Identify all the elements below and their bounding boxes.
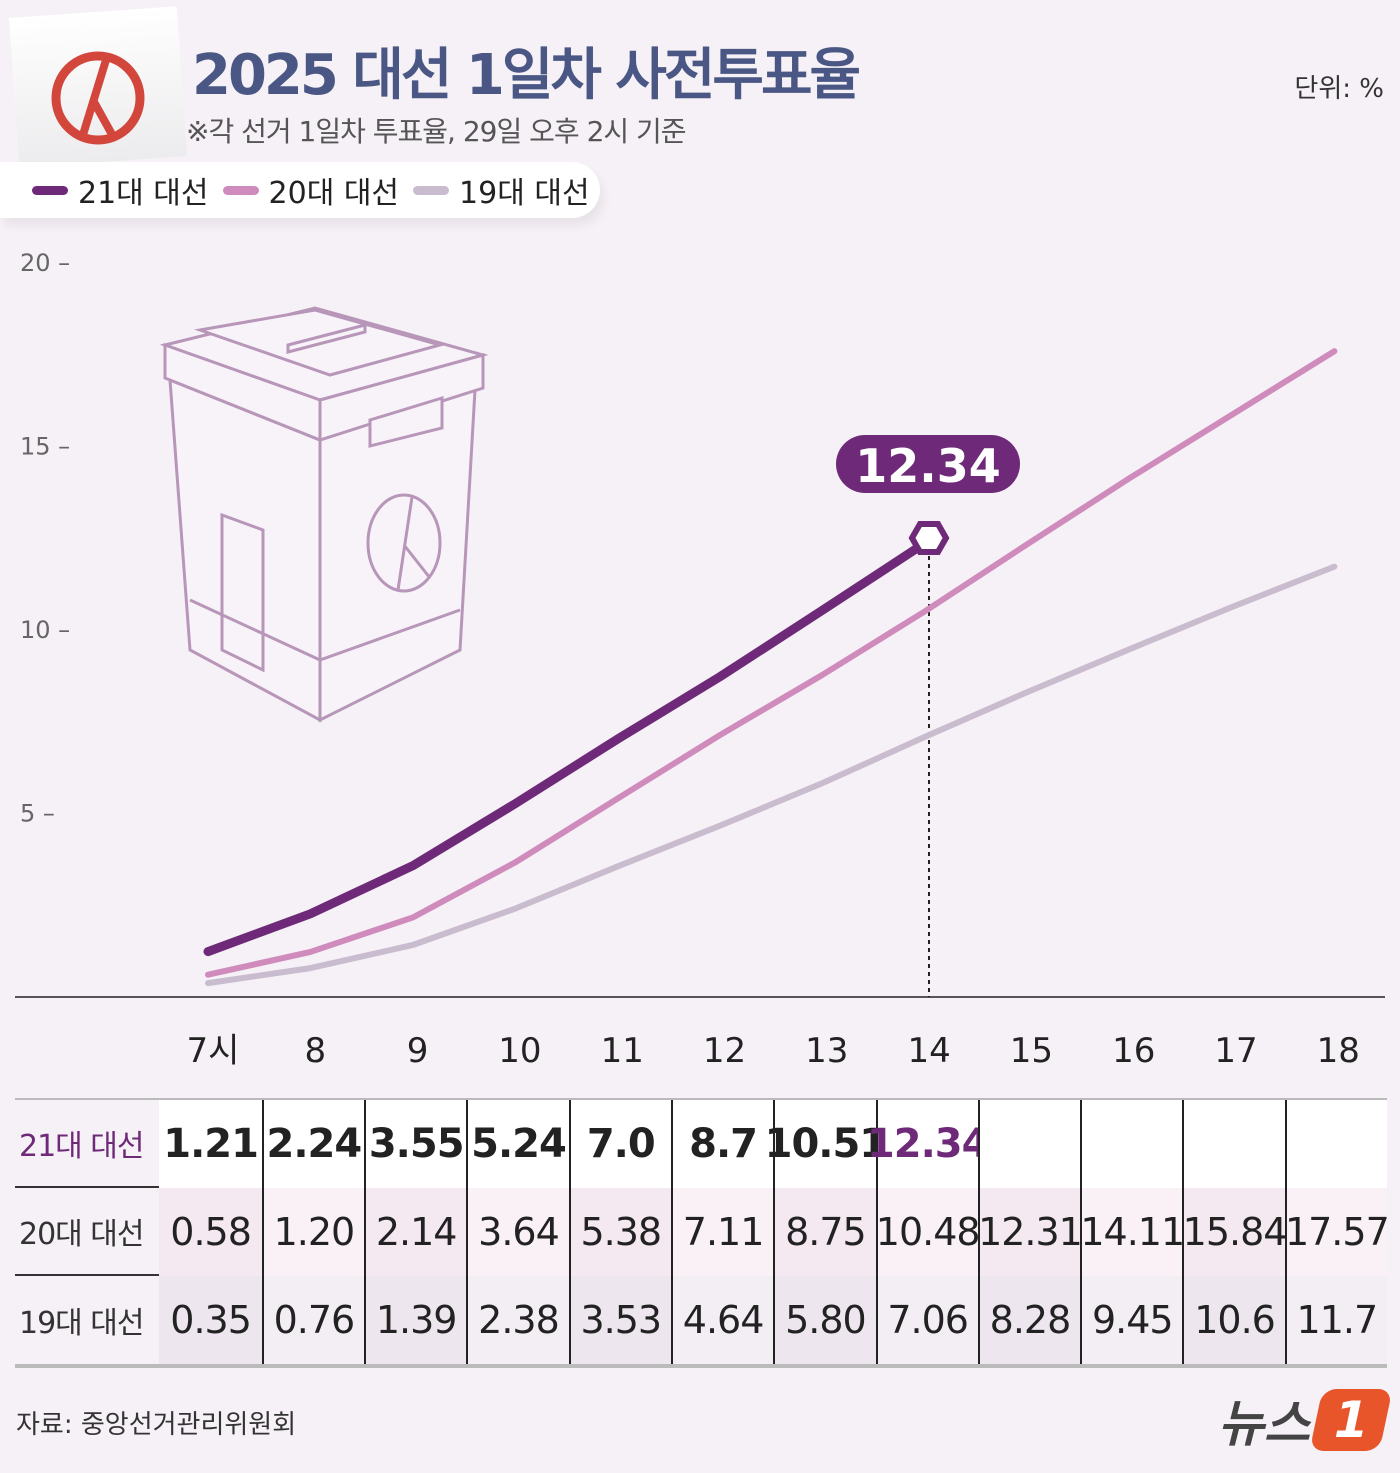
x-tick-label: 7시: [187, 1031, 240, 1071]
source-note: 자료: 중앙선거관리위원회: [16, 1410, 297, 1440]
table-cell: [977, 1100, 1081, 1188]
table-cell: 5.80: [773, 1276, 876, 1364]
line-chart: 20 – 15 – 10 – 5 – 7시 8 9 10 11 12 13 14 15 16 17 18 1…: [15, 249, 1385, 1071]
table-cell: 4.64: [670, 1276, 774, 1364]
x-tick-label: 15: [1010, 1031, 1053, 1071]
table-bottom-rule: [15, 1364, 1387, 1368]
legend-item-21: 21대 대선: [32, 168, 209, 212]
x-tick-label: 14: [907, 1031, 950, 1071]
y-tick-label: 20 –: [20, 249, 70, 277]
table-cell: 1.39: [364, 1276, 467, 1364]
brand-logo: 뉴스 1: [1218, 1384, 1393, 1456]
x-tick-label: 17: [1214, 1031, 1257, 1071]
table-cell: [1080, 1100, 1183, 1188]
brand-mark: 1: [1309, 1389, 1393, 1451]
y-tick-label: 5 –: [20, 800, 55, 828]
table-cell: 0.35: [159, 1276, 262, 1364]
y-tick-label: 10 –: [20, 616, 70, 644]
table-cell: 1.20: [261, 1188, 365, 1276]
table-row: 19대 대선 0.35 0.76 1.39 2.38 3.53 4.64 5.80 7.06 8.…: [15, 1276, 1387, 1364]
legend-item-20: 20대 대선: [222, 168, 400, 212]
table-cell: 5.38: [568, 1188, 671, 1276]
callout-marker: [908, 521, 950, 555]
table-cell: 7.11: [670, 1188, 774, 1276]
table-cell: 0.58: [159, 1188, 262, 1276]
legend: 21대 대선 20대 대선 19대 대선: [0, 162, 600, 218]
x-tick-label: 9: [407, 1031, 429, 1071]
table-cell: 8.28: [977, 1276, 1081, 1364]
table-cell: 3.64: [466, 1188, 569, 1276]
table-cell: 7.06: [875, 1276, 978, 1364]
x-tick-label: 16: [1112, 1031, 1155, 1071]
table-cell: 2.38: [466, 1276, 569, 1364]
callout-value: 12.34: [855, 439, 1001, 493]
table-cell: 15.84: [1182, 1188, 1287, 1276]
legend-label: 19대 대선: [459, 176, 590, 211]
row-label: 19대 대선: [15, 1276, 160, 1364]
table-cell: [1182, 1100, 1285, 1188]
table-cell: 10.48: [875, 1188, 981, 1276]
callout: 12.34: [836, 435, 1020, 555]
table-cell: 12.34: [867, 1100, 989, 1188]
brand-text: 뉴스: [1218, 1395, 1310, 1453]
table-cell: 3.53: [568, 1276, 671, 1364]
table-cell: 11.7: [1284, 1276, 1387, 1364]
table-cell: 8.75: [773, 1188, 876, 1276]
table-cell: 5.24: [466, 1100, 569, 1188]
table-row: 21대 대선 1.21 2.24 3.55 5.24 7.0 8.7 10.51 12.34: [15, 1100, 1387, 1190]
table-cell: 2.24: [261, 1100, 365, 1188]
table-cell: 12.31: [977, 1188, 1083, 1276]
y-tick-label: 15 –: [20, 433, 70, 461]
x-tick-label: 13: [805, 1031, 848, 1071]
x-tick-label: 18: [1317, 1031, 1360, 1071]
page-title: 2025 대선 1일차 사전투표율: [192, 43, 861, 108]
data-table: 21대 대선 1.21 2.24 3.55 5.24 7.0 8.7 10.51 12.34 20…: [15, 1100, 1390, 1364]
table-cell: [1284, 1100, 1387, 1188]
table-cell: 10.6: [1182, 1276, 1285, 1364]
ballot-mark-icon: [51, 51, 145, 145]
x-tick-label: 8: [304, 1031, 326, 1071]
table-cell: 3.55: [364, 1100, 467, 1188]
table-cell: 8.7: [670, 1100, 774, 1188]
row-label: 20대 대선: [15, 1188, 160, 1276]
series-line-19대 대선: [205, 563, 1338, 987]
subtitle: ※각 선거 1일차 투표율, 29일 오후 2시 기준: [186, 115, 687, 148]
unit-label: 단위: %: [1294, 74, 1384, 104]
table-cell: 17.57: [1284, 1188, 1390, 1276]
x-tick-label: 12: [703, 1031, 746, 1071]
legend-label: 21대 대선: [78, 176, 209, 211]
row-label: 21대 대선: [15, 1100, 160, 1188]
table-row: 20대 대선 0.58 1.20 2.14 3.64 5.38 7.11 8.75 10.48 1…: [15, 1188, 1390, 1278]
ballot-box-icon: [159, 306, 489, 723]
table-cell: 0.76: [261, 1276, 365, 1364]
legend-item-19: 19대 대선: [413, 168, 590, 212]
legend-label: 20대 대선: [268, 176, 400, 211]
table-cell: 1.21: [159, 1100, 262, 1188]
table-cell: 14.11: [1080, 1188, 1185, 1276]
series-line-20대 대선: [205, 348, 1338, 978]
series-line-21대 대선: [203, 538, 930, 957]
table-cell: 9.45: [1080, 1276, 1183, 1364]
x-tick-label: 11: [601, 1031, 644, 1071]
table-cell: 10.51: [765, 1100, 887, 1188]
table-cell: 2.14: [364, 1188, 467, 1276]
callout-badge: [836, 435, 1020, 493]
table-cell: 7.0: [568, 1100, 671, 1188]
x-tick-label: 10: [498, 1031, 541, 1071]
